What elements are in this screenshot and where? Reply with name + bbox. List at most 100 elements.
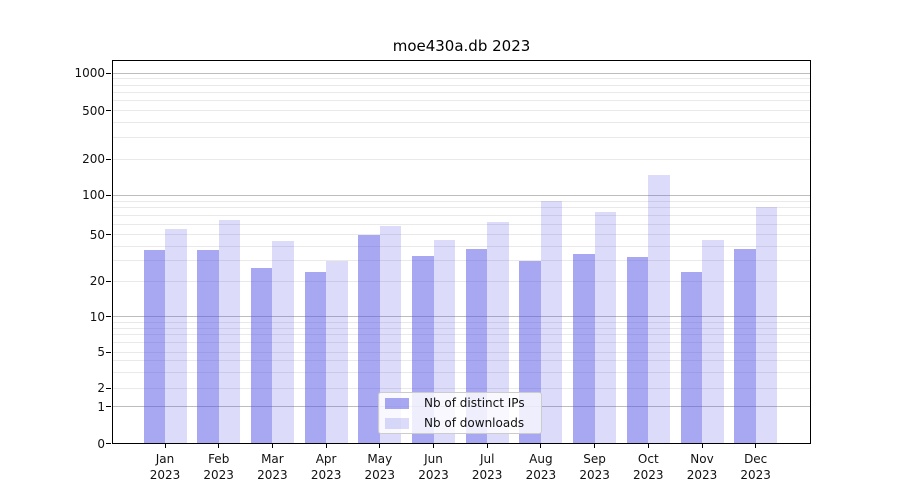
x-tick-label-may: May 2023 [348,452,412,483]
x-tick-label-year-jun: 2023 [418,467,449,482]
x-tick-label-month-sep: Sep [583,452,606,466]
legend-swatch-distinct-ips [385,397,409,409]
gridline-y-5 [113,351,810,353]
y-tick-label-10: 10 [89,309,105,324]
x-tick-label-sep: Sep 2023 [563,452,627,483]
x-tick-label-month-jan: Jan [155,452,175,466]
legend-row-downloads: Nb of downloads [385,413,541,433]
bar-distinct-ips-mar [250,267,273,444]
y-tick-200 [106,158,111,160]
x-tick-label-oct: Oct 2023 [616,452,680,483]
gridline-y-9 [113,321,810,323]
bar-distinct-ips-apr [304,272,327,444]
y-tick-5 [106,351,111,353]
gridline-y-700 [113,92,810,94]
gridline-y-10 [113,316,810,318]
bar-downloads-feb [218,219,241,444]
x-tick-label-month-aug: Aug [529,452,553,466]
bar-downloads-jul [487,221,509,444]
bar-downloads-oct [648,175,670,444]
x-tick-label-feb: Feb 2023 [187,452,251,483]
gridline-y-90 [113,200,810,202]
gridline-y-50 [113,234,810,236]
gridline-y-3 [113,371,810,373]
bar-distinct-ips-oct [626,257,649,444]
legend-row-distinct-ips: Nb of distinct IPs [385,393,541,413]
bar-downloads-nov [702,240,724,444]
x-tick-feb [218,443,220,448]
y-tick-label-1: 1 [97,399,105,414]
y-tick-0 [106,443,111,444]
bar-distinct-ips-feb [197,250,219,444]
bar-downloads-aug [540,201,563,444]
x-tick-label-jan: Jan 2023 [133,452,197,483]
bar-distinct-ips-nov [680,272,702,444]
bar-distinct-ips-may [358,234,380,444]
x-tick-label-month-dec: Dec [744,452,768,466]
gridline-y-60 [113,223,810,225]
bar-distinct-ips-dec [734,248,756,444]
x-tick-label-apr: Apr 2023 [294,452,358,483]
x-tick-label-year-apr: 2023 [310,467,342,482]
y-tick-20 [106,280,111,282]
x-tick-label-year-mar: 2023 [257,467,288,482]
gridline-y-30 [113,260,810,262]
y-tick-50 [106,234,111,236]
x-tick-label-year-dec: 2023 [740,467,771,482]
x-tick-dec [755,443,757,448]
y-tick-1000 [106,72,111,74]
gridline-y-7 [113,334,810,336]
y-tick-label-20: 20 [89,274,105,289]
x-tick-label-month-oct: Oct [637,452,659,466]
gridline-y-70 [113,215,810,217]
y-tick-label-2: 2 [97,381,105,395]
x-tick-label-month-feb: Feb [208,452,230,466]
x-tick-label-month-jun: Jun [424,452,443,466]
y-tick-label-100: 100 [82,188,105,203]
x-tick-label-jun: Jun 2023 [402,452,466,483]
x-tick-jan [164,443,166,448]
gridline-y-4 [113,360,810,362]
bar-downloads-apr [326,260,348,444]
x-tick-label-month-may: May [367,452,393,466]
legend: Nb of distinct IPs Nb of downloads [378,392,542,434]
x-tick-nov [701,443,703,448]
bar-distinct-ips-jan [143,250,165,444]
gridline-y-40 [113,245,810,247]
x-tick-label-month-jul: Jul [479,452,495,466]
y-tick-label-50: 50 [89,227,105,242]
gridline-y-300 [113,137,810,139]
gridline-y-600 [113,100,810,102]
bar-downloads-dec [755,207,778,444]
gridline-y-900 [113,78,810,80]
plot-area [113,62,810,444]
gridline-y-6 [113,342,810,344]
x-tick-label-year-jan: 2023 [149,467,181,482]
y-tick-1 [106,406,111,408]
y-tick-label-200: 200 [82,152,105,167]
legend-label-distinct-ips: Nb of distinct IPs [424,396,525,410]
x-tick-label-jul: Jul 2023 [455,452,519,483]
bar-downloads-may [379,226,402,444]
gridline-y-80 [113,207,810,209]
x-tick-label-year-oct: 2023 [633,467,664,482]
y-tick-500 [106,110,111,112]
x-tick-label-month-mar: Mar [261,452,284,466]
x-tick-label-year-feb: 2023 [203,467,234,482]
y-tick-2 [106,387,111,389]
gridline-y-2 [113,387,810,389]
y-tick-label-500: 500 [82,103,105,118]
gridline-y-500 [113,110,810,112]
bar-downloads-sep [594,211,617,444]
y-tick-label-1000: 1000 [74,66,105,81]
x-tick-label-year-jul: 2023 [471,467,503,482]
x-tick-label-aug: Aug 2023 [509,452,573,483]
x-tick-label-mar: Mar 2023 [240,452,304,483]
legend-swatch-downloads [385,417,409,429]
y-tick-10 [106,316,111,318]
gridline-y-400 [113,122,810,124]
bar-downloads-jan [165,229,187,444]
x-tick-jun [433,443,434,448]
x-tick-label-year-may: 2023 [364,467,396,482]
